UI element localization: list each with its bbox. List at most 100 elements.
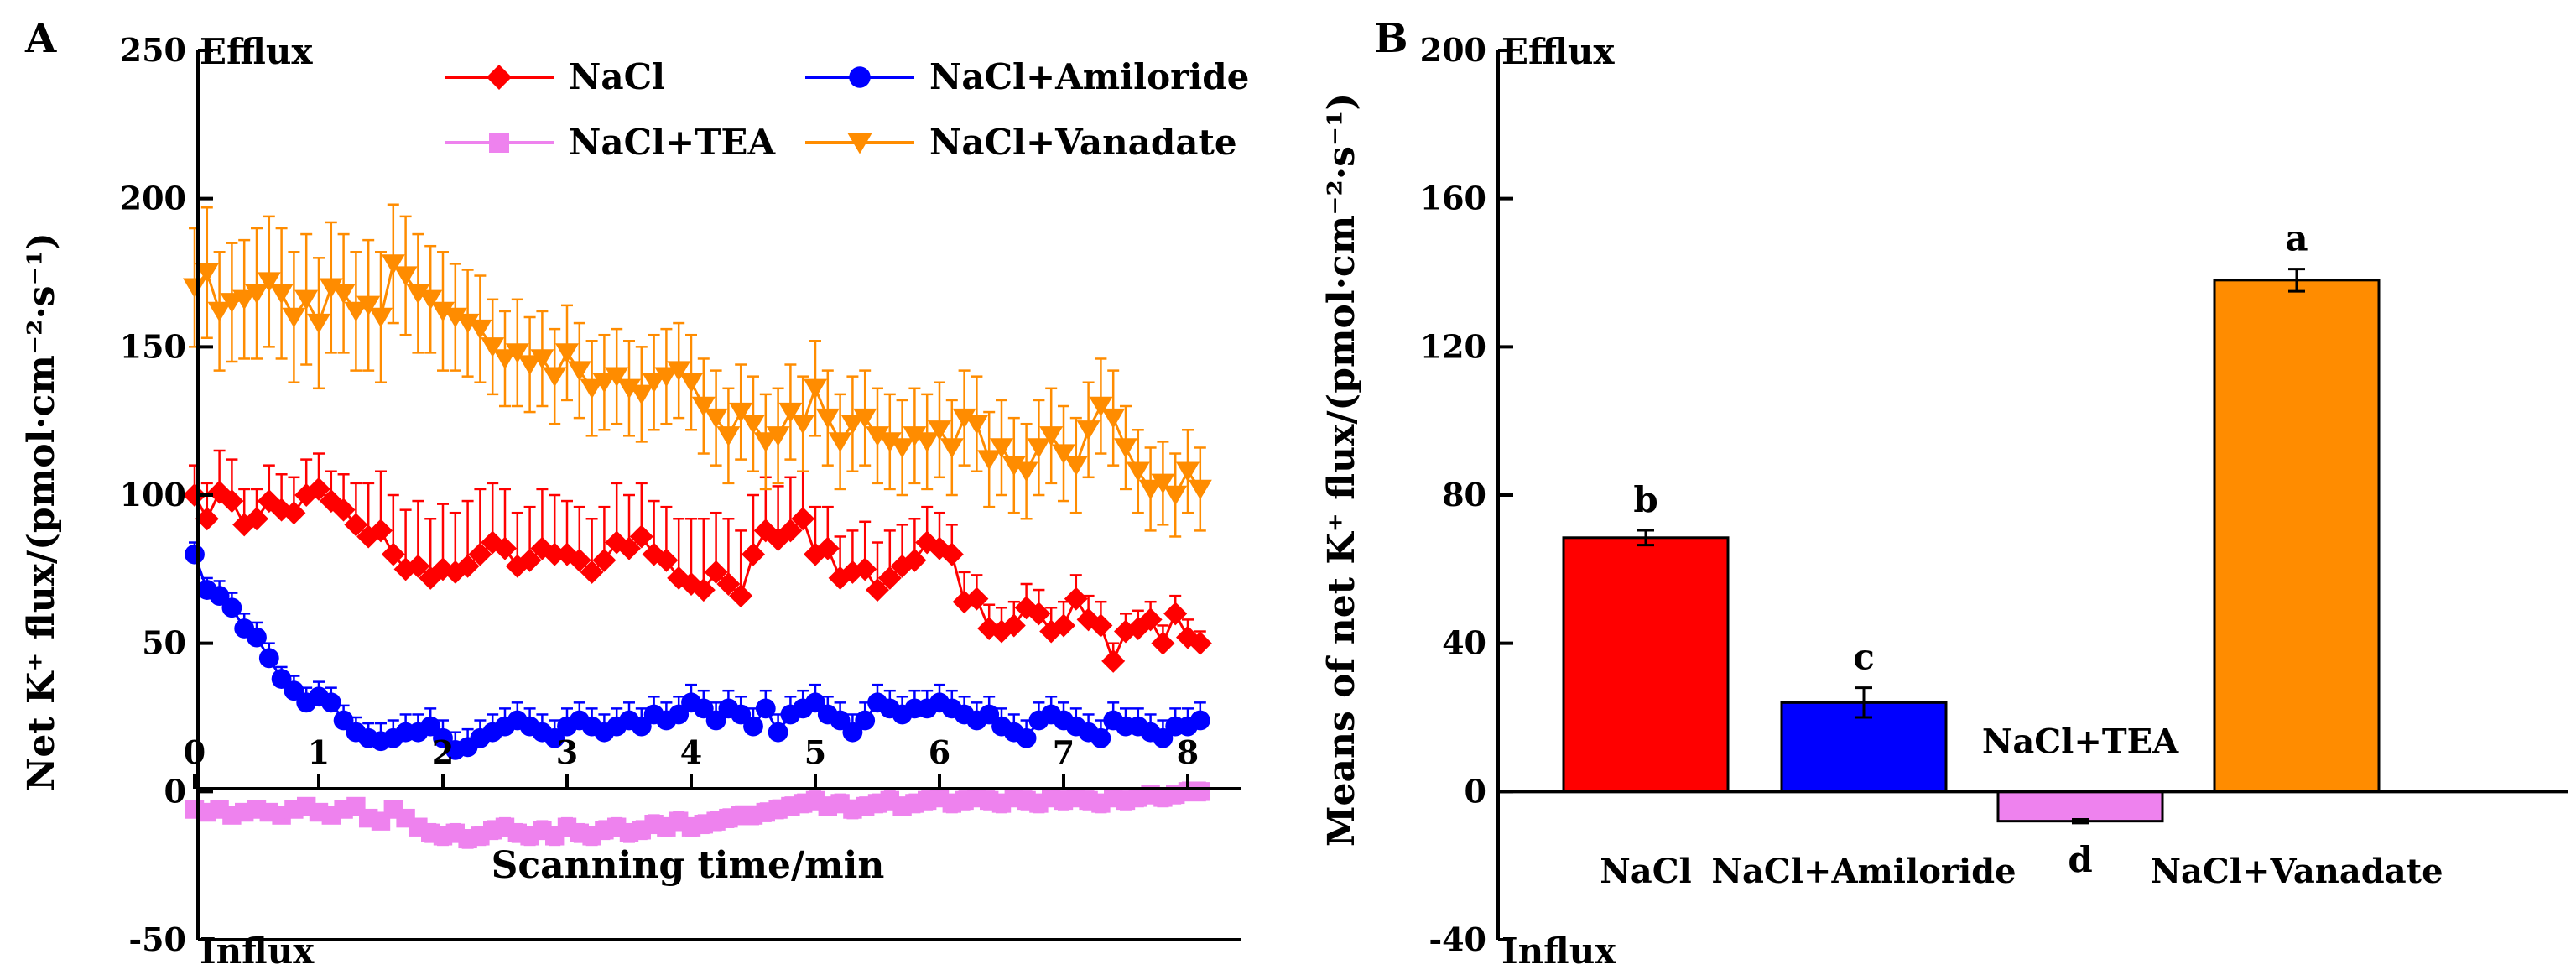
category-label: NaCl+Vanadate — [2150, 852, 2443, 891]
significance-letter: d — [2068, 839, 2092, 880]
data-point — [406, 284, 430, 305]
data-point — [669, 704, 690, 725]
panel-a-y-tick-label: 150 — [120, 327, 186, 365]
data-point — [778, 402, 803, 423]
data-point — [1101, 649, 1126, 673]
data-point — [693, 698, 714, 719]
panel-b-y-tick-label: 0 — [1465, 772, 1486, 810]
data-point — [481, 337, 505, 357]
data-point — [1190, 782, 1210, 801]
data-point — [731, 704, 752, 725]
data-point — [344, 513, 368, 537]
bar — [1562, 536, 1730, 793]
data-point — [518, 355, 542, 376]
legend-label: NaCl — [569, 56, 665, 97]
data-point — [1153, 727, 1174, 748]
data-point — [420, 716, 441, 737]
data-point — [331, 284, 356, 305]
data-point — [1151, 473, 1175, 494]
data-point — [1163, 485, 1188, 506]
panel-a-x-tick-label: 0 — [184, 733, 206, 771]
panel-a-label: A — [24, 15, 57, 62]
data-point — [915, 432, 939, 452]
data-point — [631, 716, 652, 737]
panel-a-influx-label: Influx — [200, 931, 315, 972]
data-point — [1002, 613, 1026, 638]
panel-a-axes: -50 0 50 100 150 200 250 0 1 2 3 4 5 6 7 8 — [120, 31, 1241, 958]
data-point — [183, 483, 206, 507]
panel-a-y-tick-label: 100 — [120, 476, 186, 514]
data-point — [1138, 479, 1163, 500]
data-point — [443, 307, 467, 328]
data-point — [544, 727, 565, 748]
data-point — [1176, 461, 1200, 482]
data-point — [778, 519, 803, 543]
legend-label: NaCl+Amiloride — [929, 56, 1249, 97]
bar-group: a NaCl+Vanadate — [2150, 218, 2443, 891]
data-point — [1016, 727, 1037, 748]
legend-marker — [849, 66, 871, 88]
panel-b-efflux-label: Efflux — [1501, 31, 1615, 72]
panel-b-y-tick-label: 120 — [1420, 327, 1486, 365]
data-point — [433, 727, 453, 748]
panel-b-label: B — [1374, 15, 1408, 62]
data-point — [716, 426, 741, 446]
data-point — [1076, 420, 1101, 441]
data-point — [307, 477, 330, 501]
data-point — [679, 373, 703, 394]
data-point — [468, 319, 492, 340]
legend-label: NaCl+TEA — [569, 122, 776, 163]
legend-marker — [487, 65, 512, 90]
bar-group: d NaCl+TEA — [1982, 722, 2179, 880]
panel-a-y-tick-label: 200 — [120, 180, 186, 217]
data-point — [543, 542, 567, 566]
bar-group: c NaCl+Amiloride — [1711, 637, 2016, 891]
data-point — [866, 578, 889, 602]
data-point — [766, 426, 790, 446]
data-point — [691, 578, 716, 602]
data-point — [977, 450, 1002, 471]
data-point — [207, 301, 232, 322]
data-point — [791, 415, 815, 435]
panel-a-x-tick-label: 6 — [929, 733, 950, 771]
category-label: NaCl+Amiloride — [1711, 852, 2016, 891]
data-point — [344, 301, 368, 322]
data-point — [356, 295, 381, 316]
data-point — [965, 587, 989, 611]
data-point — [691, 396, 716, 417]
data-point — [705, 710, 726, 731]
data-point — [1138, 607, 1163, 632]
data-point — [768, 722, 788, 743]
data-point — [232, 289, 257, 310]
panel-a: A -50 0 50 100 150 200 250 0 1 2 3 4 5 6 7 8 Efflux Inf… — [20, 15, 1249, 972]
data-point — [319, 278, 343, 299]
data-point — [855, 710, 876, 731]
data-point — [247, 627, 267, 648]
data-point — [1064, 587, 1088, 611]
data-point — [815, 536, 840, 560]
data-point — [704, 408, 728, 429]
panel-a-x-tick-label: 8 — [1177, 733, 1199, 771]
data-point — [990, 438, 1013, 459]
panel-b-y-axis-title: Means of net K⁺ flux/(pmol·cm⁻²·s⁻¹) — [1320, 93, 1363, 847]
data-point — [245, 507, 268, 531]
data-point — [805, 692, 825, 713]
data-point — [1039, 426, 1064, 446]
data-point — [269, 284, 294, 305]
panel-a-x-tick-label: 7 — [1053, 733, 1075, 771]
data-point — [282, 307, 306, 328]
data-point — [221, 597, 242, 618]
data-point — [493, 536, 517, 560]
data-point — [543, 367, 567, 388]
data-point — [965, 415, 989, 435]
data-point — [1090, 727, 1111, 748]
data-point — [1064, 456, 1088, 477]
panel-a-x-axis-title: Scanning time/min — [492, 844, 885, 887]
data-point — [455, 554, 480, 578]
panel-b-y-tick-label: -40 — [1429, 920, 1486, 958]
data-point — [468, 542, 492, 566]
data-point — [1002, 456, 1026, 477]
panel-a-x-tick-label: 3 — [556, 733, 578, 771]
data-point — [742, 415, 765, 435]
